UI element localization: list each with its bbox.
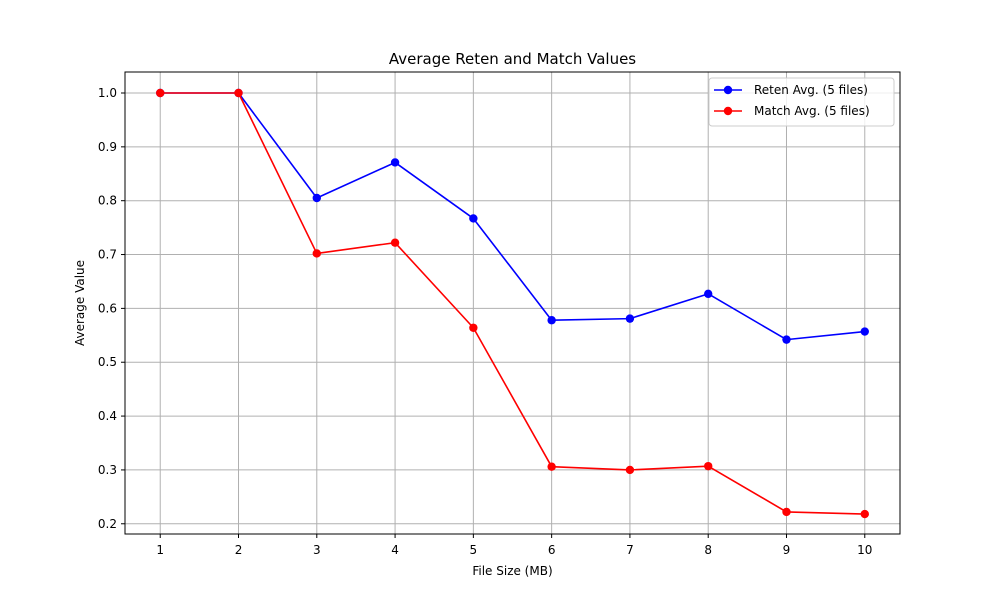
data-point-reten — [860, 327, 869, 336]
legend-box — [708, 77, 895, 127]
legend-marker-reten — [723, 85, 733, 95]
data-point-reten — [547, 316, 556, 325]
plot-frame — [124, 71, 901, 535]
series-line-match — [160, 92, 865, 515]
x-tick-label: 5 — [470, 543, 478, 557]
y-tick-label: 0.9 — [98, 140, 117, 154]
y-tick-label: 0.7 — [98, 248, 117, 262]
x-tick-label: 3 — [313, 543, 321, 557]
y-tick-label: 0.3 — [98, 463, 117, 477]
y-tick-label: 0.5 — [98, 355, 117, 369]
tick-layer: 1 2 3 4 5 6 7 8 9 10 0.2 0.3 0.4 0.5 0.6 0.7 0.8 0.9 1.0 — [98, 86, 873, 557]
legend: Reten Avg. (5 files) Match Avg. (5 files) — [708, 77, 895, 127]
data-point-match — [704, 461, 713, 471]
legend-label-reten: Reten Avg. (5 files) — [754, 83, 868, 97]
x-tick-label: 10 — [857, 543, 872, 557]
data-point-match — [390, 238, 400, 247]
series-line-reten — [160, 92, 865, 341]
x-tick-label: 6 — [548, 543, 556, 557]
x-tick-label: 8 — [704, 543, 712, 557]
y-axis-title: Average Value — [73, 260, 87, 346]
y-tick-label: 0.6 — [98, 301, 117, 315]
data-point-match — [156, 88, 165, 98]
y-tick-label: 1.0 — [98, 86, 117, 100]
data-point-match — [860, 509, 869, 519]
data-point-match — [234, 88, 243, 98]
x-tick-label: 7 — [626, 543, 634, 557]
data-point-reten — [782, 335, 791, 344]
data-point-reten — [469, 214, 478, 223]
y-tick-label: 0.8 — [98, 194, 117, 208]
data-point-reten — [390, 158, 400, 167]
x-tick-label: 4 — [391, 543, 399, 557]
data-point-match — [625, 465, 635, 475]
y-tick-label: 0.2 — [98, 517, 117, 531]
data-point-reten — [312, 193, 321, 203]
x-tick-label: 2 — [235, 543, 243, 557]
y-tick-label: 0.4 — [98, 409, 117, 423]
x-axis-title: File Size (MB) — [472, 564, 552, 578]
x-tick-label: 1 — [156, 543, 164, 557]
data-point-match — [782, 507, 791, 517]
data-point-match — [469, 323, 478, 332]
legend-label-match: Match Avg. (5 files) — [754, 104, 870, 118]
legend-marker-match — [723, 106, 733, 116]
x-tick-label: 9 — [783, 543, 791, 557]
data-point-match — [547, 462, 556, 471]
series-layer — [156, 88, 869, 519]
data-point-match — [312, 249, 321, 258]
chart-title: Average Reten and Match Values — [389, 50, 636, 68]
data-point-reten — [704, 289, 713, 299]
data-point-reten — [625, 314, 635, 323]
